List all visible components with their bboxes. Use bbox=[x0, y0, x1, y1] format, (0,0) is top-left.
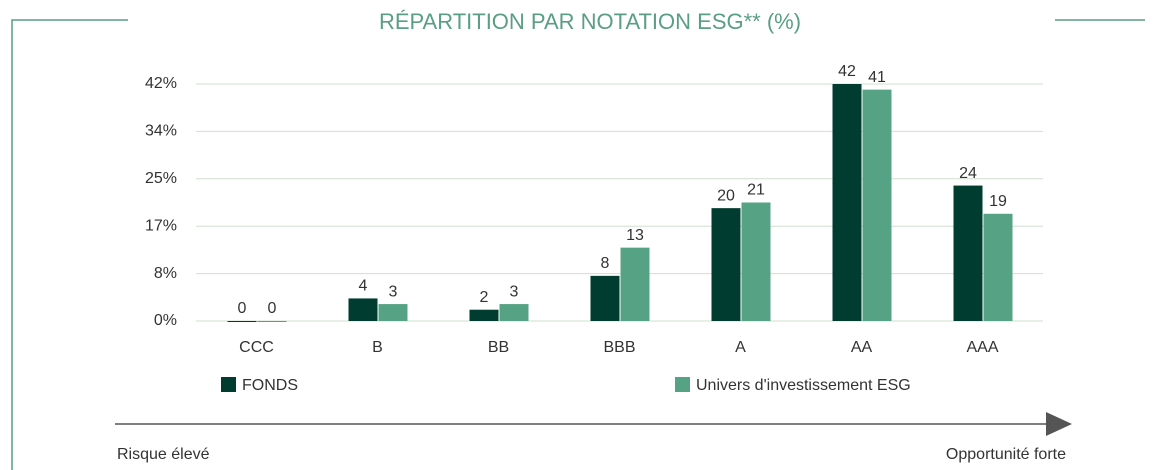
legend-label: FONDS bbox=[242, 377, 298, 394]
bar bbox=[832, 84, 862, 321]
bar bbox=[227, 321, 257, 322]
data-label: 2 bbox=[480, 289, 489, 306]
y-tick-label: 0% bbox=[154, 312, 177, 329]
y-tick-label: 17% bbox=[145, 217, 177, 234]
legend-swatch bbox=[675, 377, 690, 392]
y-tick-label: 8% bbox=[154, 265, 177, 282]
data-label: 0 bbox=[268, 300, 277, 317]
bar bbox=[469, 309, 499, 321]
data-label: 4 bbox=[359, 278, 368, 295]
data-label: 41 bbox=[868, 69, 886, 86]
data-label: 20 bbox=[717, 187, 735, 204]
legend-swatch bbox=[221, 377, 236, 392]
data-label: 8 bbox=[601, 255, 610, 272]
bar bbox=[711, 208, 741, 321]
y-tick-label: 34% bbox=[145, 123, 177, 140]
chart-title: RÉPARTITION PAR NOTATION ESG** (%) bbox=[379, 9, 801, 34]
y-tick-label: 25% bbox=[145, 170, 177, 187]
x-tick-label: A bbox=[735, 339, 746, 356]
bar bbox=[620, 247, 650, 321]
bar bbox=[983, 213, 1013, 321]
annotation: Opportunité forte bbox=[946, 446, 1066, 463]
data-label: 3 bbox=[510, 283, 519, 300]
data-label: 24 bbox=[959, 165, 977, 182]
bar bbox=[378, 304, 408, 321]
arrow-head bbox=[1046, 412, 1072, 436]
data-label: 3 bbox=[389, 283, 398, 300]
data-label: 19 bbox=[989, 193, 1007, 210]
y-tick-label: 42% bbox=[145, 75, 177, 92]
legend-label: Univers d'investissement ESG bbox=[696, 377, 911, 394]
bar bbox=[348, 298, 378, 321]
data-label: 42 bbox=[838, 63, 856, 80]
x-tick-label: CCC bbox=[239, 339, 274, 356]
data-label: 13 bbox=[626, 227, 644, 244]
bar bbox=[257, 321, 287, 322]
x-tick-label: AA bbox=[851, 339, 873, 356]
bar bbox=[862, 89, 892, 322]
data-label: 21 bbox=[747, 182, 765, 199]
x-tick-label: AAA bbox=[966, 339, 998, 356]
annotation: Risque élevé bbox=[117, 446, 210, 463]
bar bbox=[953, 185, 983, 321]
bar bbox=[590, 275, 620, 321]
data-label: 0 bbox=[238, 300, 247, 317]
x-tick-label: B bbox=[372, 339, 383, 356]
bar bbox=[499, 304, 529, 321]
frame bbox=[11, 19, 128, 470]
bar bbox=[741, 202, 771, 321]
x-tick-label: BBB bbox=[603, 339, 635, 356]
x-tick-label: BB bbox=[488, 339, 509, 356]
